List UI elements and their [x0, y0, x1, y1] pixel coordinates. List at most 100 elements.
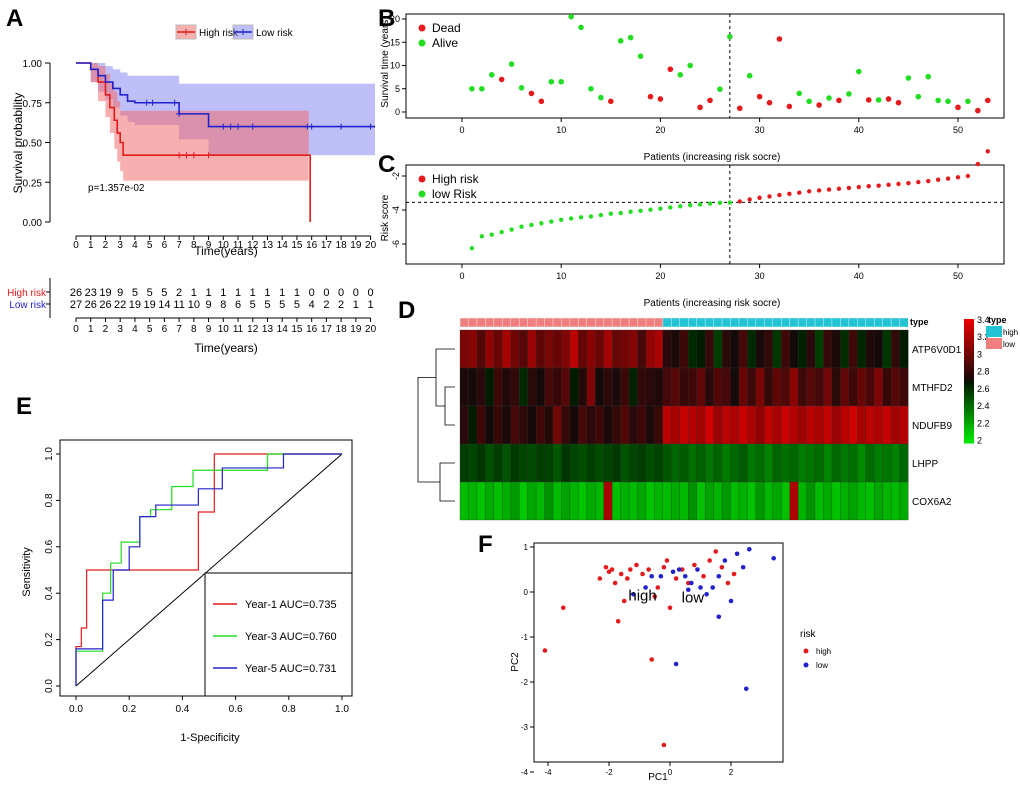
roc-y-tick-label: 0.2 [44, 632, 55, 646]
heatmap-cell [747, 481, 757, 521]
risk-score-point [876, 183, 881, 188]
risk-table-x-tick-label: 20 [365, 324, 377, 335]
heatmap-cell [586, 443, 596, 483]
heatmap-cell [772, 367, 782, 407]
dead-point [836, 97, 842, 104]
colorbar-segment [964, 384, 974, 388]
heatmap-cell [535, 443, 545, 483]
heatmap-cell [510, 405, 520, 445]
roc-y-tick-label: 1.0 [44, 447, 55, 461]
heatmap-cell [764, 405, 774, 445]
heatmap-cell [848, 481, 858, 521]
risk-table-x-tick-label: 3 [117, 324, 123, 335]
colorbar-segment [964, 421, 974, 425]
heatmap-cell [696, 443, 706, 483]
pca-low-point [649, 573, 654, 579]
colorbar-segment [964, 343, 974, 348]
pca-high-point [725, 580, 731, 586]
risk-score-point [777, 192, 782, 198]
type-legend-low-label: low [1003, 340, 1015, 349]
km-x-tick-label: 5 [147, 240, 153, 251]
panel-label-a: A [6, 5, 23, 32]
b-y-tick-label: 20 [390, 14, 400, 24]
heatmap-cell [857, 405, 867, 445]
colorbar-segment [964, 346, 974, 351]
colorbar-segment [964, 368, 974, 373]
risk-table-cell: 27 [70, 299, 82, 311]
heatmap-cell [535, 481, 545, 521]
heatmap-cell [502, 481, 512, 521]
heatmap-cell [882, 405, 892, 445]
risk-score-point [916, 179, 921, 185]
type-bar-cell [704, 317, 715, 328]
risk-table-cell: 9 [117, 287, 123, 299]
pca-x-tick-label: 0 [668, 768, 673, 777]
heatmap-cell [874, 329, 884, 369]
heatmap-cell [806, 443, 816, 483]
survival-status-plot: Survival time (years) Patients (increasi… [380, 13, 1005, 163]
roc-x-tick-label: 1.0 [335, 704, 349, 715]
heatmap-cell [671, 443, 681, 483]
type-bar-cell [797, 317, 808, 328]
pca-high-point [640, 571, 645, 577]
km-ci-band-high [76, 63, 309, 181]
heatmap-cell [857, 367, 867, 407]
heatmap-cell [899, 405, 909, 445]
risk-table-x-tick-label: 15 [291, 324, 303, 335]
pca-plot: PC1 PC2 risk -4 -2 0 2 -4 -3 -2 -1 0 1 high low high… [510, 542, 831, 783]
heatmap-cell [654, 329, 664, 369]
pca-low-point [722, 558, 728, 563]
km-x-tick-label: 2 [103, 240, 109, 251]
pca-high-point [597, 576, 603, 581]
pca-high-point [646, 567, 651, 572]
pca-low-point [670, 569, 676, 575]
risk-score-point [747, 197, 752, 202]
risk-score-point [797, 190, 802, 195]
risk-score-point [717, 200, 723, 206]
heatmap-cell [738, 367, 748, 407]
type-bar-cell [518, 317, 529, 328]
heatmap-cell [857, 481, 867, 521]
dead-point [498, 76, 505, 83]
heatmap-cell [882, 443, 892, 483]
heatmap-cell [561, 481, 571, 521]
risk-table-cell: 0 [323, 287, 329, 299]
heatmap-cell [527, 481, 537, 521]
heatmap-cell [510, 367, 520, 407]
legend-dead-marker [418, 24, 426, 32]
roc-x-tick-label: 0.4 [175, 704, 189, 715]
heatmap-cell [603, 481, 613, 521]
heatmap-cell [485, 329, 495, 369]
heatmap-cell [569, 443, 579, 483]
b-y-tick-label: 15 [390, 37, 400, 47]
heatmap-cell [730, 367, 740, 407]
colorbar-tick-label: 3.4 [977, 315, 990, 325]
heatmap-cell [502, 329, 512, 369]
pca-high-point [603, 564, 609, 570]
pca-y-tick-label: -1 [521, 633, 529, 642]
heatmap-cell [713, 443, 723, 483]
heatmap-cell [586, 481, 596, 521]
colorbar-tick-label: 2 [977, 436, 982, 446]
heatmap-cell [840, 329, 850, 369]
heatmap-cell [899, 481, 909, 521]
pca-group-label: low [682, 590, 705, 607]
pca-high-point [560, 605, 566, 611]
heatmap-cell [721, 329, 731, 369]
km-x-tick-label: 19 [350, 240, 362, 251]
pca-high-point [618, 571, 624, 577]
heatmap-cell [840, 405, 850, 445]
dead-point [975, 107, 981, 114]
risk-table-cell: 1 [294, 287, 300, 299]
heatmap-cell [806, 405, 816, 445]
legend-high-risk-label: High risk [432, 172, 480, 186]
alive-point [796, 90, 803, 97]
heatmap-cell [831, 367, 841, 407]
risk-table: Time(years) High risk 26 23 19 9 5 5 5 2 1 1 1 1 1 1 1 1… [7, 278, 377, 355]
heatmap-cell [755, 367, 765, 407]
heatmap-cell [789, 367, 799, 407]
colorbar-segment [964, 402, 974, 407]
type-bar-cell [569, 317, 579, 328]
alive-point [677, 72, 684, 78]
risk-score-point [707, 201, 713, 206]
